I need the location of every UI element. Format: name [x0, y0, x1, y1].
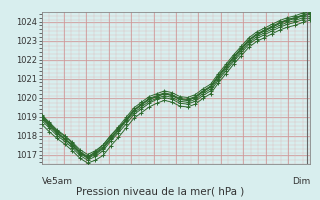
- Text: Pression niveau de la mer( hPa ): Pression niveau de la mer( hPa ): [76, 186, 244, 196]
- Text: Ve5am: Ve5am: [42, 177, 73, 186]
- Text: Dim: Dim: [292, 177, 310, 186]
